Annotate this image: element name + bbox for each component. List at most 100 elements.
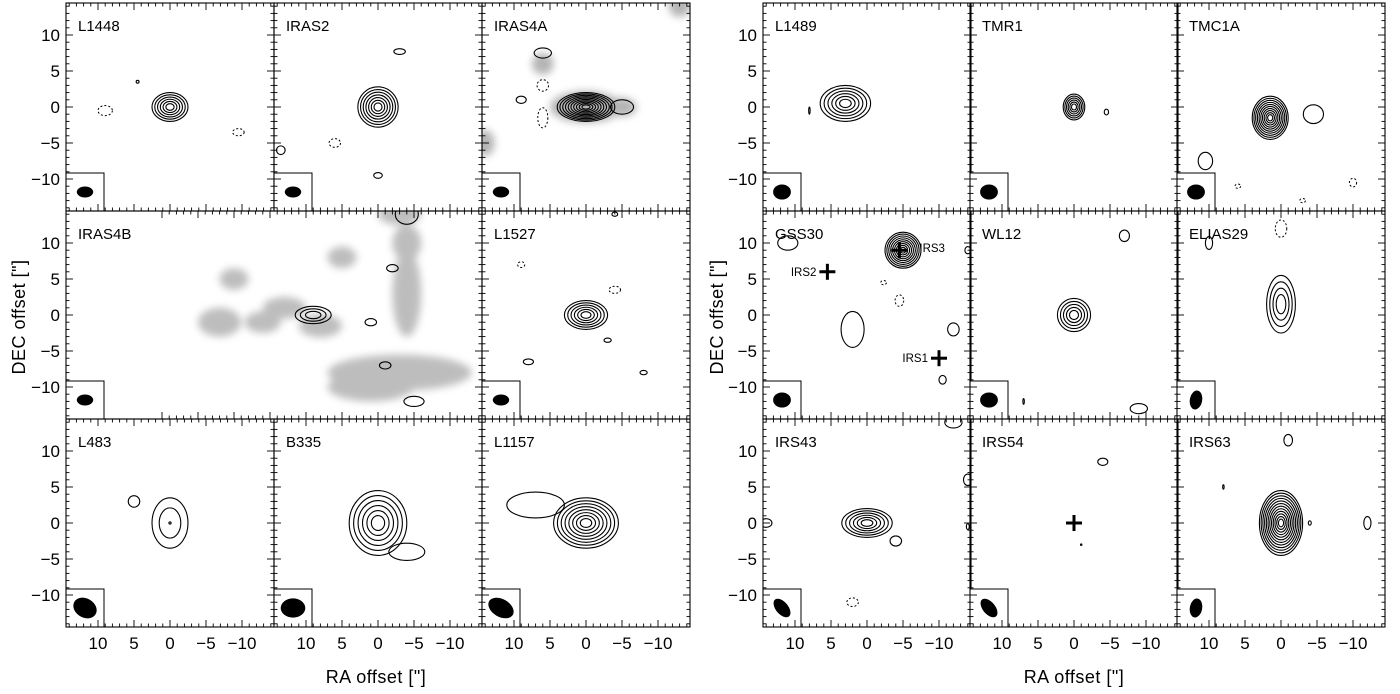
contour-level	[603, 337, 612, 343]
contour-level	[1302, 104, 1325, 125]
source-marker	[891, 242, 908, 259]
beam-ellipse	[773, 598, 791, 618]
negative-contour	[232, 128, 245, 137]
x-tick-label: 5	[826, 634, 835, 653]
source-marker	[1066, 515, 1082, 531]
contour-level	[575, 101, 597, 113]
x-tick-label: 0	[581, 634, 590, 653]
contour-level	[763, 518, 773, 528]
contour-level	[889, 535, 903, 547]
y-tick-label: −5	[738, 342, 757, 361]
contour-level	[559, 93, 613, 121]
contour-level	[840, 310, 865, 348]
panel-label: L1527	[494, 226, 536, 243]
contour-level	[1064, 95, 1084, 119]
contour-level	[1260, 105, 1281, 130]
x-tick-label: 10	[505, 634, 524, 653]
panel-irs63: IRS63	[1176, 418, 1386, 628]
contour-level	[370, 99, 386, 115]
x-tick-label: 0	[862, 634, 871, 653]
beam-ellipse	[980, 184, 998, 200]
x-tick-label: −10	[1132, 634, 1161, 653]
panel-tmr1: TMR1	[969, 2, 1179, 212]
contour-level	[1197, 151, 1214, 171]
panel-irs43: IRS43	[762, 418, 972, 628]
contour-level	[1275, 294, 1287, 315]
x-axis-label-left: RA offset ["]	[326, 667, 427, 687]
panel-label: L1448	[78, 18, 120, 35]
panel-iras4b: IRAS4B	[65, 210, 483, 420]
beam-ellipse	[773, 184, 791, 200]
y-tick-label: −10	[728, 170, 757, 189]
contour-level	[564, 506, 608, 540]
panel-wl12: WL12	[969, 210, 1179, 420]
panel-label: L1489	[775, 18, 817, 35]
contour-level	[860, 519, 874, 527]
negative-contour	[1274, 219, 1288, 238]
contour-level	[849, 512, 885, 534]
contour-level	[386, 264, 399, 273]
contour-level	[1056, 297, 1092, 333]
contour-level	[159, 98, 181, 116]
contour-level	[156, 96, 184, 118]
contour-level	[1103, 108, 1110, 116]
y-tick-label: 0	[748, 514, 757, 533]
panel-label: IRS63	[1189, 434, 1231, 451]
greyscale-emission	[198, 211, 472, 402]
source-marker	[819, 263, 836, 280]
contour-level	[580, 311, 592, 319]
negative-contour	[1234, 183, 1242, 189]
contour-level	[570, 98, 602, 116]
contour-level	[1222, 484, 1225, 490]
panel-irs54: IRS54	[969, 418, 1179, 628]
contour-level	[1272, 287, 1290, 321]
y-tick-label: −5	[738, 134, 757, 153]
contour-level	[357, 86, 399, 128]
beam-ellipse	[488, 597, 514, 619]
contour-level	[884, 231, 922, 269]
beam-ellipse	[773, 392, 791, 408]
contour-level	[165, 103, 175, 111]
contour-level	[522, 358, 534, 366]
x-tick-label: 10	[1200, 634, 1219, 653]
contour-level	[1262, 495, 1300, 551]
x-tick-label: 10	[89, 634, 108, 653]
y-tick-label: 0	[51, 514, 60, 533]
x-tick-label: 0	[1276, 634, 1285, 653]
contour-level	[852, 514, 882, 532]
panel-label: IRS43	[775, 434, 817, 451]
contour-level	[1251, 95, 1289, 140]
contour-level	[556, 92, 616, 122]
contour-level	[839, 98, 852, 109]
panel-l1527: L1527	[481, 210, 691, 420]
x-axis-label-right: RA offset ["]	[1024, 667, 1125, 687]
x-tick-label: −10	[1339, 634, 1368, 653]
panel-l1489: L1489	[762, 2, 972, 212]
contour-level	[938, 374, 947, 385]
contour-level	[1067, 99, 1081, 115]
beam-ellipse	[1189, 598, 1203, 618]
negative-contour	[880, 279, 887, 286]
contour-level	[777, 235, 799, 251]
contour-level	[151, 92, 189, 122]
contour-level	[609, 99, 635, 115]
y-tick-label: −10	[31, 586, 60, 605]
panel-elias29: ELIAS29	[1176, 210, 1386, 420]
panel-iras4a: IRAS4A	[481, 2, 691, 212]
x-tick-label: 5	[1240, 634, 1249, 653]
marker-label: IRS3	[919, 243, 945, 255]
y-tick-label: 10	[738, 442, 757, 461]
contour-level	[388, 542, 426, 561]
contour-level	[361, 505, 395, 541]
contour-level	[1258, 103, 1282, 132]
source-marker	[931, 350, 947, 367]
contour-level	[819, 84, 872, 122]
y-tick-label: −10	[31, 170, 60, 189]
contour-level	[127, 495, 141, 508]
x-tick-label: 5	[129, 634, 138, 653]
x-tick-label: 0	[165, 634, 174, 653]
contour-level	[1022, 397, 1025, 405]
contour-level	[579, 518, 593, 528]
negative-contour	[608, 285, 622, 294]
